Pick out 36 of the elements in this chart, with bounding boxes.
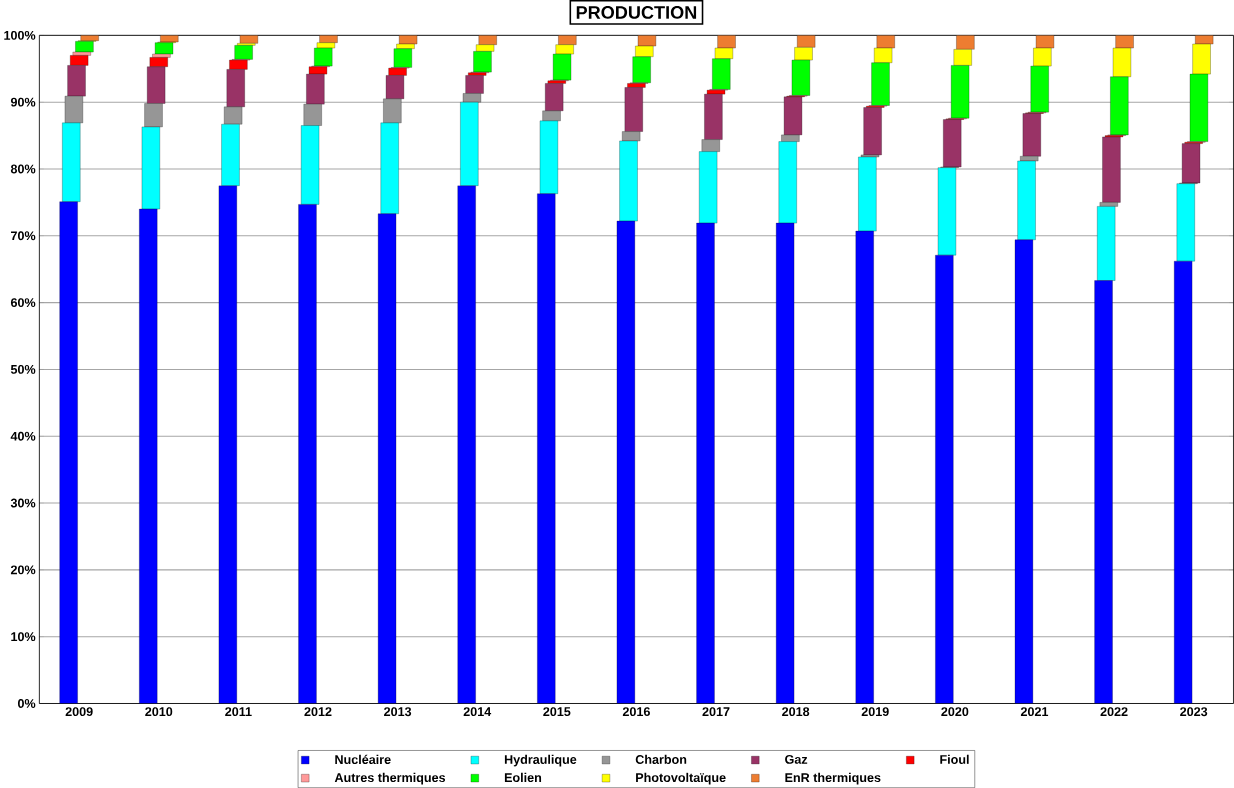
y-tick-label: 90% [10, 97, 36, 107]
x-tick-label: 2011 [225, 707, 252, 717]
x-tick-label: 2021 [1020, 707, 1049, 717]
x-tick-label: 2015 [543, 707, 571, 717]
legend-label: Fioul [940, 754, 969, 765]
legend-label: Gaz [785, 754, 808, 764]
x-tick-label: 2022 [1100, 707, 1128, 717]
y-tick-label: 40% [10, 431, 36, 441]
legend-label: Charbon [635, 754, 687, 765]
legend-label: Hydraulique [504, 754, 577, 767]
x-tick-label: 2018 [782, 707, 810, 717]
x-tick-label: 2019 [861, 707, 889, 717]
x-tick-label: 2013 [384, 707, 412, 717]
x-tick-label: 2017 [702, 707, 730, 717]
y-tick-label: 60% [10, 298, 36, 308]
chart-title: PRODUCTION [576, 6, 697, 19]
y-tick-label: 70% [11, 231, 36, 241]
x-tick-label: 2020 [941, 707, 969, 717]
x-tick-label: 2023 [1180, 707, 1208, 717]
y-tick-label: 100% [4, 30, 36, 40]
y-tick-label: 10% [11, 632, 36, 642]
legend-label: Nucléaire [335, 754, 391, 765]
y-tick-label: 50% [10, 365, 36, 374]
x-tick-label: 2014 [463, 707, 492, 717]
legend-label: Autres thermiques [334, 772, 446, 785]
y-tick-label: 20% [10, 565, 36, 575]
x-tick-label: 2009 [65, 707, 93, 717]
legend-label: EnR thermiques [785, 772, 881, 785]
legend-label: Photovoltaïque [636, 772, 726, 785]
y-tick-label: 80% [10, 164, 36, 174]
x-tick-label: 2016 [622, 707, 650, 717]
x-tick-label: 2010 [145, 707, 173, 717]
y-tick-label: 30% [10, 498, 36, 508]
y-tick-label: 0% [17, 699, 36, 708]
x-tick-label: 2012 [304, 707, 332, 717]
legend-label: Eolien [504, 772, 542, 783]
